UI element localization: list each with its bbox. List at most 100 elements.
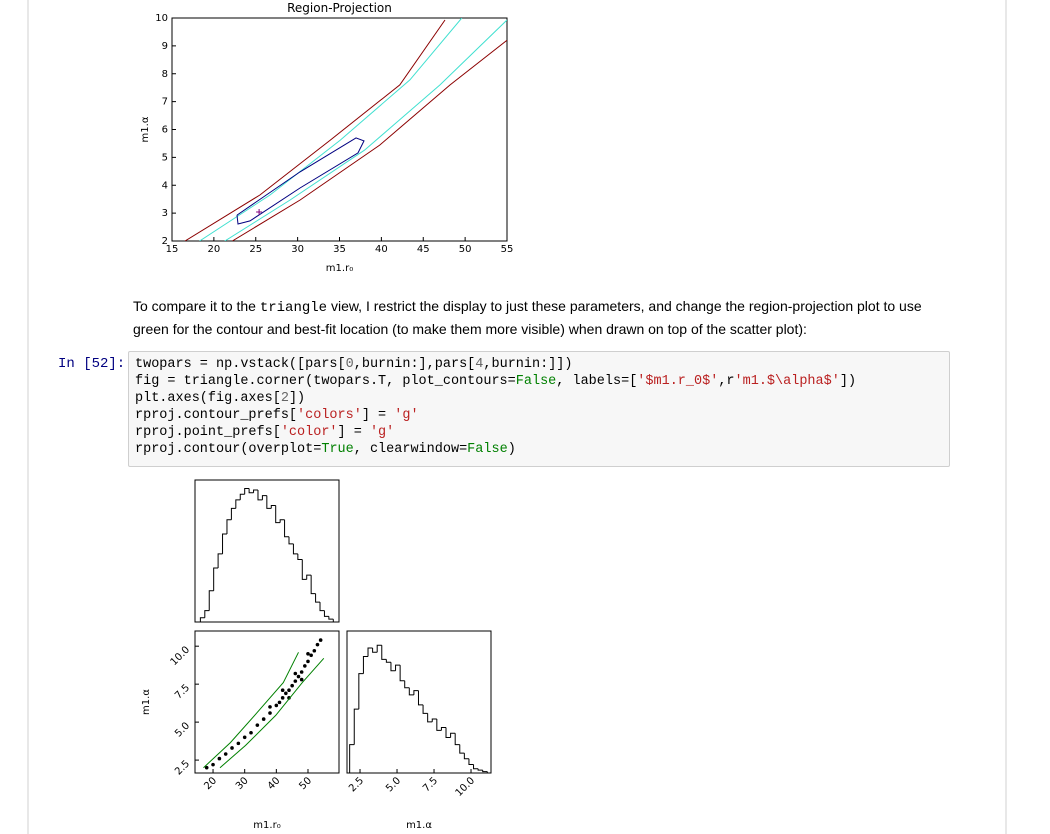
- histogram-step: [292, 543, 298, 555]
- histogram-step: [323, 610, 329, 617]
- histogram-step: [395, 664, 401, 671]
- scatter-point: [217, 756, 222, 761]
- histogram-step: [385, 659, 391, 663]
- histogram-step: [244, 488, 250, 495]
- histogram-step: [208, 590, 214, 611]
- histogram-step: [217, 553, 223, 569]
- histogram-step: [248, 488, 254, 494]
- histogram-step: [358, 673, 364, 710]
- code-cell[interactable]: twopars = np.vstack([pars[0,burnin:],par…: [128, 351, 950, 467]
- histogram-step: [362, 656, 369, 674]
- histogram-step: [319, 602, 325, 612]
- y-tick-label: 7: [162, 97, 168, 108]
- scatter-point: [249, 730, 253, 735]
- y-tick-label: 2: [162, 236, 168, 247]
- scatter-point: [268, 705, 272, 709]
- scatter-point: [242, 735, 247, 740]
- histogram-step: [199, 617, 205, 622]
- x-tick-label: 55: [501, 244, 514, 255]
- histogram-step: [239, 493, 245, 500]
- histogram-step: [417, 690, 424, 706]
- histogram-step: [372, 648, 378, 653]
- histogram-step: [297, 553, 303, 561]
- y-tick-label: 4: [162, 180, 168, 191]
- scatter-point: [303, 664, 307, 668]
- contour-line: [199, 18, 463, 241]
- histogram-step: [230, 507, 236, 520]
- histogram-step: [270, 505, 276, 509]
- x-tick-label: 10.0: [454, 775, 478, 799]
- histogram-step: [367, 647, 373, 657]
- y-tick-label: 2.5: [173, 758, 192, 777]
- histogram-step: [463, 753, 469, 760]
- y-tick-label: 8: [162, 69, 168, 80]
- histogram-step: [204, 610, 210, 618]
- scatter-point: [261, 717, 266, 721]
- markdown-paragraph: To compare it to the triangle view, I re…: [133, 296, 951, 340]
- code-line: twopars = np.vstack([pars[0,burnin:],par…: [135, 357, 573, 372]
- x-tick-label: 40: [266, 775, 283, 792]
- x-tick-label: 50: [297, 775, 314, 792]
- scatter-point: [280, 688, 285, 693]
- scatter-point: [306, 651, 310, 656]
- histogram-step: [266, 495, 272, 509]
- code-line: rproj.contour_prefs['colors'] = 'g': [135, 408, 419, 423]
- chart-title: Region-Projection: [287, 1, 392, 15]
- histogram-step: [399, 665, 405, 682]
- x-axis-label: m1.r₀: [253, 820, 280, 831]
- y-tick-label: 5: [162, 152, 168, 163]
- code-line: rproj.point_prefs['color'] = 'g': [135, 425, 395, 440]
- histogram-step: [408, 687, 414, 696]
- histogram-step: [477, 768, 483, 771]
- histogram-step: [275, 505, 281, 524]
- x-tick-label: 35: [333, 244, 346, 255]
- histogram-step: [253, 489, 258, 493]
- scatter-point: [287, 696, 291, 700]
- x-tick-label: 5.0: [384, 775, 403, 794]
- histogram-step: [431, 718, 437, 722]
- y-tick-label: 9: [162, 41, 168, 52]
- contour-line: [184, 19, 446, 241]
- histogram-step: [445, 727, 451, 738]
- scatter-point: [274, 703, 279, 708]
- y-tick-label: 10.0: [169, 645, 193, 669]
- code-line: rproj.contour(overplot=True, clearwindow…: [135, 442, 516, 457]
- x-tick-label: 25: [249, 244, 262, 255]
- histogram-step: [450, 732, 456, 738]
- scatter-point: [287, 688, 291, 693]
- scatter-point: [306, 659, 310, 664]
- contour-line: [224, 19, 507, 241]
- histogram-step: [473, 764, 479, 770]
- x-tick-label: 40: [375, 244, 388, 255]
- y-tick-label: 5.0: [173, 720, 192, 739]
- histogram-step: [440, 727, 447, 731]
- histogram-step: [353, 708, 359, 745]
- histogram-step: [301, 559, 307, 580]
- scatter-point: [268, 711, 272, 715]
- scatter-point: [312, 648, 317, 653]
- histogram-step: [257, 489, 263, 501]
- histogram-step: [328, 616, 334, 620]
- x-tick-label: 30: [291, 244, 304, 255]
- x-tick-label: 50: [459, 244, 472, 255]
- histogram-step: [427, 713, 433, 723]
- x-tick-label: 15: [166, 244, 179, 255]
- y-tick-label: 7.5: [173, 682, 192, 701]
- histogram-step: [235, 499, 241, 509]
- histogram-step: [222, 533, 227, 554]
- histogram-step: [422, 704, 428, 714]
- code-line: fig = triangle.corner(twopars.T, plot_co…: [135, 374, 857, 389]
- axes-frame: [171, 17, 508, 242]
- scatter-point: [293, 671, 298, 676]
- histogram-step: [413, 690, 419, 695]
- histogram-step: [306, 574, 312, 580]
- scatter-point: [211, 762, 215, 767]
- scatter-point: [230, 746, 234, 750]
- best-fit-marker: [256, 209, 263, 216]
- histogram-step: [213, 567, 219, 591]
- contour-line: [203, 652, 299, 769]
- scatter-point: [296, 674, 301, 679]
- x-axis-label: m1.r₀: [326, 263, 353, 274]
- y-tick-label: 10: [155, 13, 168, 24]
- histogram-step: [288, 536, 294, 545]
